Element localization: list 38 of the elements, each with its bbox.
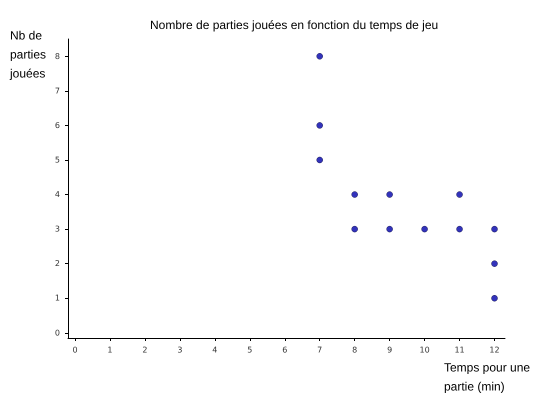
point bbox=[386, 191, 393, 198]
x-tick-label: 11 bbox=[454, 346, 465, 354]
point bbox=[491, 295, 498, 302]
y-tick-label: 4 bbox=[54, 190, 60, 200]
x-tick-label: 0 bbox=[72, 346, 78, 354]
x-tick-label: 9 bbox=[387, 346, 392, 354]
point bbox=[351, 226, 358, 232]
x-tick-label: 6 bbox=[282, 346, 288, 354]
point bbox=[316, 53, 323, 60]
x-tick-label: 1 bbox=[107, 346, 112, 354]
y-axis-title: Nb de parties jouées bbox=[9, 28, 50, 80]
point bbox=[351, 191, 358, 198]
y-tick-label: 6 bbox=[54, 120, 60, 130]
x-tick-label: 10 bbox=[420, 346, 430, 354]
y-tick-label: 7 bbox=[54, 86, 60, 96]
y-tick-label: 3 bbox=[54, 224, 60, 234]
point bbox=[316, 156, 323, 164]
point bbox=[456, 226, 463, 232]
x-tick-label: 8 bbox=[352, 346, 358, 354]
y-tick-label: 5 bbox=[54, 155, 60, 164]
y-tick-label: 2 bbox=[54, 259, 60, 268]
y-tick-label: 0 bbox=[54, 328, 60, 338]
y-tick-label: 8 bbox=[54, 52, 60, 61]
x-tick-label: 5 bbox=[247, 346, 252, 354]
point bbox=[316, 122, 323, 129]
x-tick-label: 2 bbox=[142, 346, 148, 354]
point bbox=[491, 260, 498, 267]
y-tick-label: 1 bbox=[54, 294, 60, 303]
chart-title: Nombre de parties jouées en fonction du temps de jeu bbox=[150, 18, 438, 32]
x-tick-label: 4 bbox=[212, 346, 218, 354]
x-tick-label: 3 bbox=[177, 346, 182, 354]
x-axis-title: Temps pour une partie (min) bbox=[444, 360, 534, 394]
point bbox=[421, 226, 428, 232]
x-tick-label: 12 bbox=[489, 346, 500, 354]
point bbox=[491, 226, 498, 232]
x-tick-label: 7 bbox=[317, 346, 322, 354]
point bbox=[456, 191, 463, 198]
point bbox=[386, 226, 393, 232]
